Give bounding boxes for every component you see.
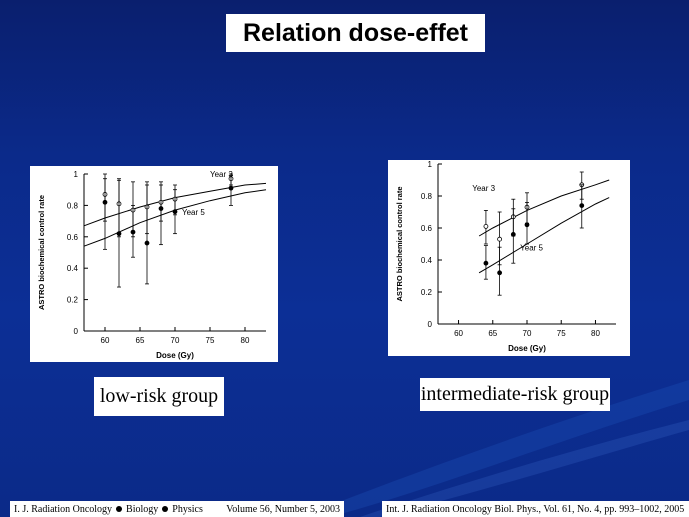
data-point	[130, 229, 136, 235]
data-point	[497, 270, 503, 276]
data-point	[144, 240, 150, 246]
x-tick-label: 65	[488, 329, 497, 338]
x-tick-label: 70	[171, 336, 180, 345]
y-tick-label: 0.6	[421, 224, 433, 233]
y-tick-label: 0	[74, 327, 79, 336]
y-tick-label: 1	[74, 170, 79, 179]
series-label: Year 3	[472, 184, 495, 193]
series-label: Year 5	[182, 208, 205, 217]
x-tick-label: 75	[206, 336, 215, 345]
y-tick-label: 0.4	[67, 264, 79, 273]
x-tick-label: 60	[101, 336, 110, 345]
data-point	[172, 209, 178, 215]
y-axis-label: ASTRO biochemical control rate	[37, 195, 46, 310]
slide-title: Relation dose-effet	[226, 14, 485, 52]
x-tick-label: 65	[136, 336, 145, 345]
y-tick-label: 1	[428, 160, 433, 169]
reference-right-text: Int. J. Radiation Oncology Biol. Phys., …	[386, 503, 685, 515]
series-curve	[478, 179, 610, 237]
data-point	[483, 260, 489, 266]
x-tick-label: 60	[454, 329, 463, 338]
x-axis-label: Dose (Gy)	[508, 344, 546, 353]
chart-intermediate-risk: 0 0.2 0.4 0.6 0.8 1 60 65 70 75 80 Dose (Gy) ASTRO b…	[395, 160, 616, 353]
x-tick-label: 80	[241, 336, 250, 345]
bullet-icon	[116, 505, 123, 512]
data-point	[116, 231, 122, 237]
caption-low-risk: low-risk group	[94, 377, 224, 416]
chart-panel-intermediate-risk: 0 0.2 0.4 0.6 0.8 1 60 65 70 75 80 Dose (Gy) ASTRO b…	[388, 160, 630, 356]
reference-left-journal-1: I. J. Radiation Oncology	[14, 503, 113, 515]
y-tick-label: 0.8	[67, 201, 79, 210]
caption-intermediate-risk: intermediate-risk group	[420, 378, 610, 411]
data-point	[510, 232, 516, 237]
reference-left: I. J. Radiation Oncology Biology Physics V…	[10, 501, 344, 517]
reference-right: Int. J. Radiation Oncology Biol. Phys., …	[382, 501, 689, 517]
y-tick-label: 0.2	[67, 296, 79, 305]
bullet-icon	[162, 505, 169, 512]
data-point	[158, 206, 164, 211]
reference-left-journal-2: Biology	[126, 503, 159, 515]
series-label: Year 3	[210, 170, 233, 179]
data-point	[228, 185, 234, 191]
y-tick-label: 0.2	[421, 288, 433, 297]
x-tick-label: 80	[591, 329, 600, 338]
data-point	[579, 203, 585, 208]
y-tick-label: 0.8	[421, 192, 433, 201]
x-axis-label: Dose (Gy)	[156, 351, 194, 360]
series-curve	[478, 197, 610, 274]
chart-panel-low-risk: 0 0.2 0.4 0.6 0.8 1 60 65 70 75 80 Dose (Gy) ASTRO b…	[30, 166, 278, 362]
y-tick-label: 0	[428, 320, 433, 329]
reference-left-volume: Volume 56, Number 5, 2003	[226, 503, 340, 515]
data-point	[483, 224, 489, 229]
data-point	[102, 199, 108, 205]
data-point	[524, 222, 530, 228]
chart-low-risk: 0 0.2 0.4 0.6 0.8 1 60 65 70 75 80 Dose (Gy) ASTRO b…	[37, 170, 267, 360]
x-tick-label: 75	[557, 329, 566, 338]
y-axis-label: ASTRO biochemical control rate	[395, 186, 404, 301]
data-point	[497, 236, 503, 242]
y-tick-label: 0.6	[67, 233, 79, 242]
reference-left-journal-3: Physics	[172, 503, 203, 515]
series-label: Year 5	[520, 243, 543, 252]
y-tick-label: 0.4	[421, 256, 433, 265]
x-tick-label: 70	[523, 329, 532, 338]
